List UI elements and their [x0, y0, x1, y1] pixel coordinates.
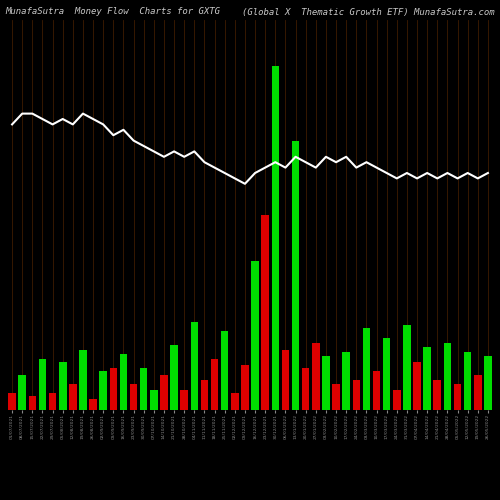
- Bar: [434, 380, 441, 410]
- Bar: [140, 368, 147, 410]
- Bar: [413, 362, 421, 410]
- Bar: [464, 352, 471, 410]
- Bar: [190, 322, 198, 410]
- Bar: [38, 359, 46, 410]
- Bar: [292, 140, 300, 410]
- Bar: [150, 390, 158, 410]
- Text: (Global X  Thematic Growth ETF) MunafaSutra.com: (Global X Thematic Growth ETF) MunafaSut…: [242, 8, 495, 16]
- Bar: [352, 380, 360, 410]
- Bar: [170, 345, 178, 410]
- Bar: [282, 350, 289, 410]
- Bar: [8, 394, 16, 410]
- Bar: [211, 359, 218, 410]
- Bar: [332, 384, 340, 410]
- Bar: [18, 374, 26, 410]
- Bar: [100, 371, 107, 410]
- Bar: [424, 347, 431, 410]
- Text: MunafaSutra  Money Flow  Charts for GXTG: MunafaSutra Money Flow Charts for GXTG: [5, 8, 220, 16]
- Bar: [180, 390, 188, 410]
- Bar: [79, 350, 87, 410]
- Bar: [59, 362, 66, 410]
- Bar: [272, 66, 279, 410]
- Bar: [312, 343, 320, 410]
- Bar: [110, 368, 117, 410]
- Bar: [383, 338, 390, 410]
- Bar: [160, 374, 168, 410]
- Bar: [120, 354, 127, 410]
- Bar: [90, 399, 97, 410]
- Bar: [322, 356, 330, 410]
- Bar: [362, 328, 370, 410]
- Bar: [342, 352, 350, 410]
- Bar: [49, 394, 56, 410]
- Bar: [484, 356, 492, 410]
- Bar: [231, 394, 238, 410]
- Bar: [200, 380, 208, 410]
- Bar: [454, 384, 462, 410]
- Bar: [393, 390, 400, 410]
- Bar: [373, 371, 380, 410]
- Bar: [262, 215, 269, 410]
- Bar: [28, 396, 36, 410]
- Bar: [241, 366, 248, 410]
- Bar: [221, 331, 228, 410]
- Bar: [69, 384, 76, 410]
- Bar: [444, 343, 451, 410]
- Bar: [474, 374, 482, 410]
- Bar: [403, 324, 410, 410]
- Bar: [252, 262, 259, 410]
- Bar: [302, 368, 310, 410]
- Bar: [130, 384, 138, 410]
